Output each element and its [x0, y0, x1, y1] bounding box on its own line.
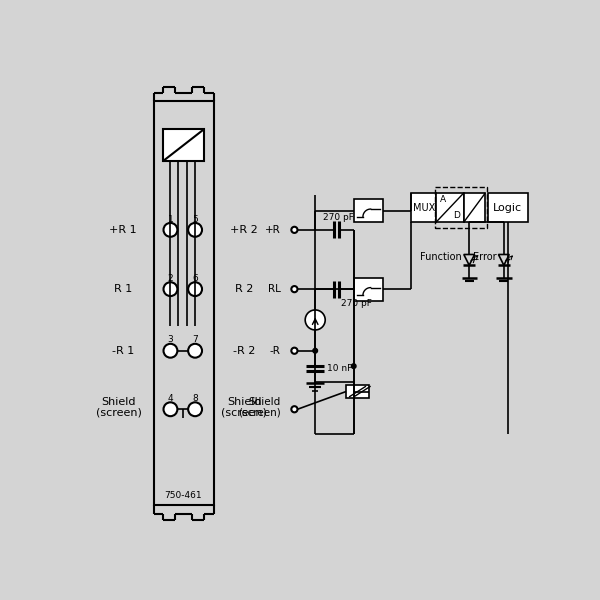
Circle shape [164, 223, 178, 237]
Text: 270 pF: 270 pF [323, 213, 354, 222]
Text: Error: Error [473, 252, 496, 262]
Circle shape [164, 282, 178, 296]
Text: D: D [454, 211, 460, 220]
Text: +R: +R [265, 225, 281, 235]
Bar [346, 385, 369, 398]
Bar [354, 199, 383, 222]
Text: +R 2: +R 2 [230, 225, 258, 235]
Text: Function: Function [420, 252, 461, 262]
Text: 8: 8 [192, 394, 198, 403]
Text: R 1: R 1 [113, 284, 132, 294]
Circle shape [305, 310, 325, 330]
Text: 7: 7 [192, 335, 198, 344]
Text: Shield: Shield [101, 397, 136, 407]
Text: 2: 2 [167, 274, 173, 283]
Bar [163, 129, 205, 161]
Text: 10 nF: 10 nF [327, 364, 352, 373]
Bar [464, 193, 485, 222]
Text: Shield: Shield [227, 397, 262, 407]
Bar [488, 193, 528, 222]
Text: (screen): (screen) [96, 407, 142, 418]
Bar [354, 278, 383, 301]
Text: -R 2: -R 2 [233, 346, 256, 356]
Bar [154, 101, 214, 505]
Circle shape [313, 349, 317, 353]
Circle shape [164, 344, 178, 358]
Text: 3: 3 [167, 335, 173, 344]
Circle shape [292, 286, 298, 292]
Text: 1: 1 [167, 215, 173, 224]
Circle shape [292, 406, 298, 412]
Text: +R 1: +R 1 [109, 225, 137, 235]
Text: Logic: Logic [493, 203, 522, 212]
Circle shape [164, 403, 178, 416]
Text: A: A [440, 196, 446, 205]
Text: -R 1: -R 1 [112, 346, 134, 356]
Text: 5: 5 [192, 215, 198, 224]
Text: R 2: R 2 [235, 284, 254, 294]
Text: -R: -R [269, 346, 281, 356]
Bar [412, 193, 436, 222]
Text: 270 pF: 270 pF [341, 298, 371, 307]
Circle shape [292, 347, 298, 354]
Circle shape [188, 344, 202, 358]
Text: 6: 6 [192, 274, 198, 283]
Text: MUX: MUX [413, 203, 435, 212]
Text: RL: RL [268, 284, 281, 294]
Text: 750-461: 750-461 [165, 491, 202, 500]
Bar [434, 187, 487, 229]
Circle shape [292, 227, 298, 233]
Circle shape [188, 223, 202, 237]
Text: 4: 4 [167, 394, 173, 403]
Circle shape [352, 364, 356, 368]
Circle shape [188, 282, 202, 296]
Text: (screen): (screen) [221, 407, 267, 418]
Bar [436, 193, 464, 222]
Text: (screen): (screen) [238, 407, 281, 418]
Circle shape [188, 403, 202, 416]
Text: Shield: Shield [248, 397, 281, 407]
